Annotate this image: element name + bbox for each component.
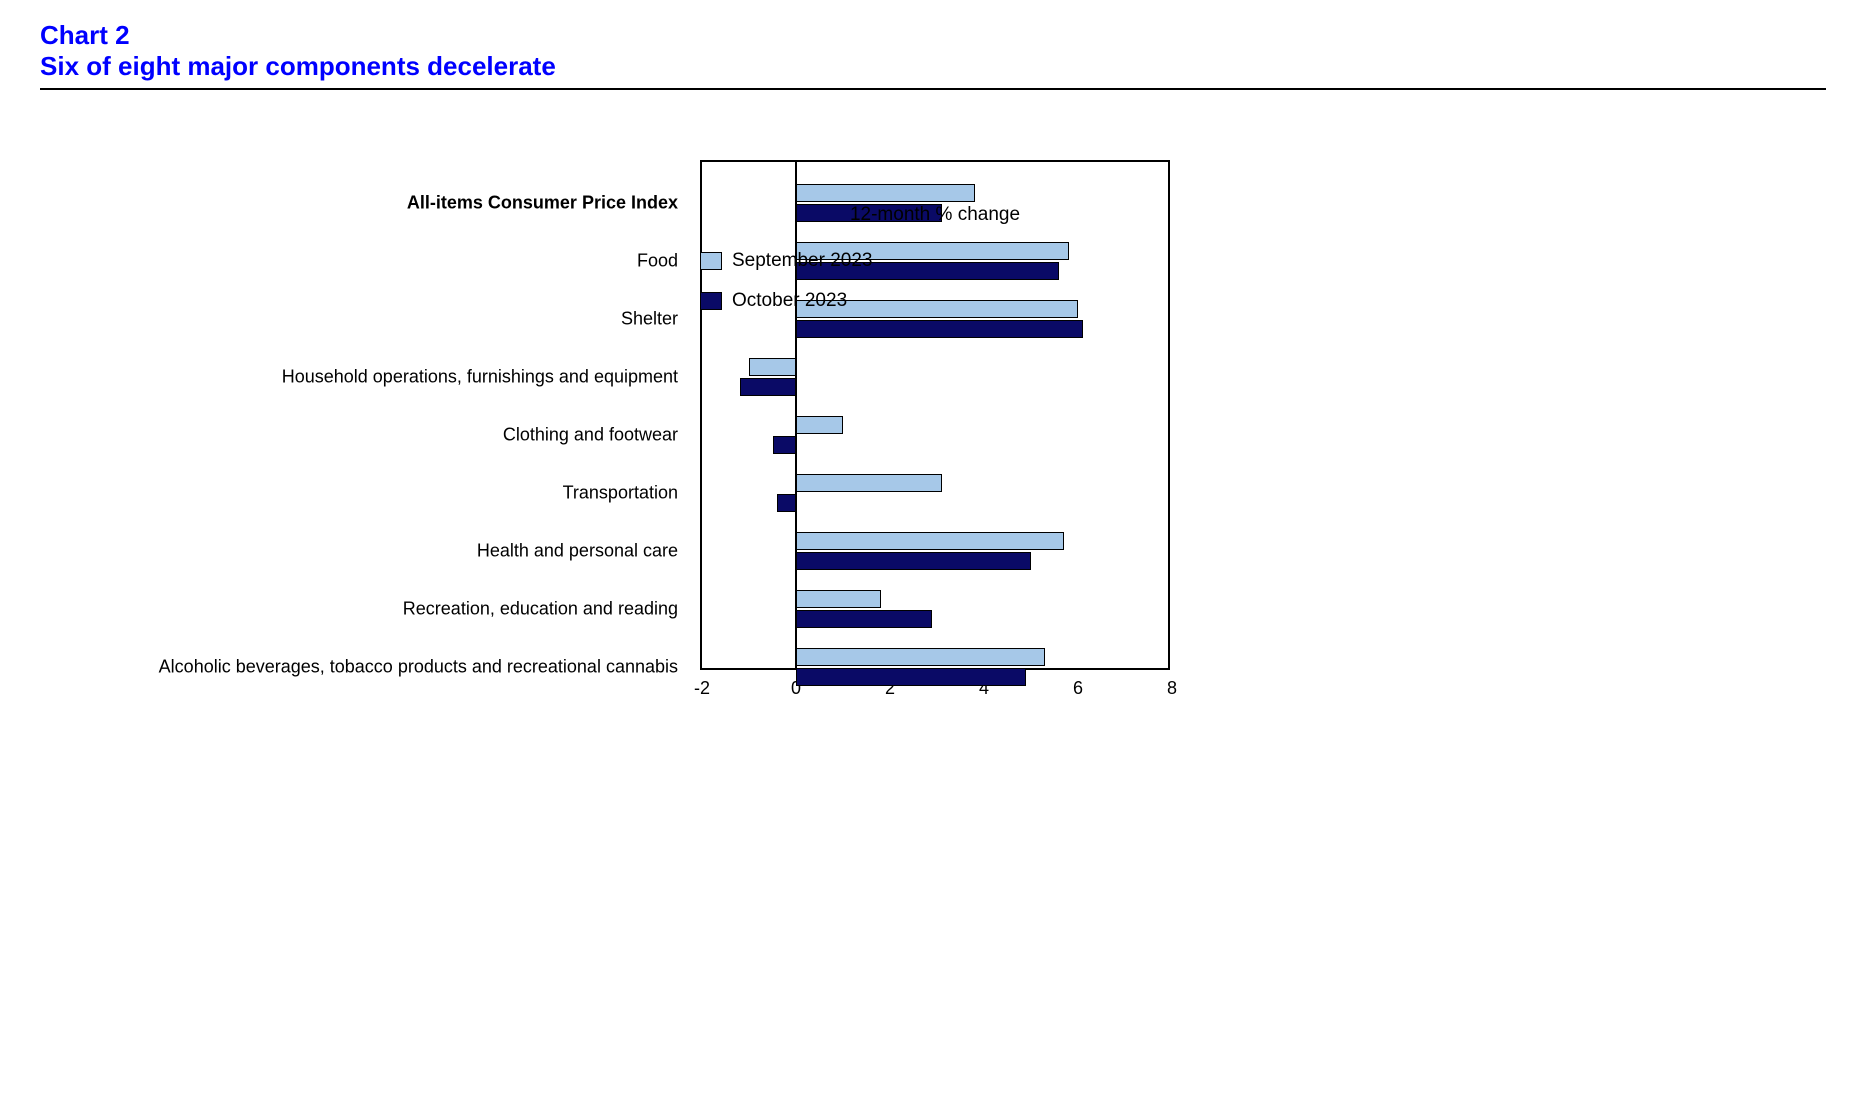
chart-title: Six of eight major components decelerate (40, 51, 1826, 82)
legend-swatch (700, 292, 722, 310)
bar-oct (796, 552, 1031, 570)
chart-number: Chart 2 (40, 20, 1826, 51)
bar-sep (796, 474, 942, 492)
category-label: Food (637, 251, 690, 272)
bar-sep (749, 358, 796, 376)
bar-sep (796, 184, 975, 202)
legend-label: September 2023 (732, 250, 873, 272)
legend-item: October 2023 (700, 290, 873, 312)
x-axis-title: 12-month % change (850, 204, 1020, 226)
header-rule (40, 88, 1826, 90)
bar-oct (777, 494, 796, 512)
bar-oct (740, 378, 796, 396)
x-tick-label: 6 (1073, 678, 1083, 699)
legend-label: October 2023 (732, 290, 847, 312)
category-label: Clothing and footwear (503, 425, 690, 446)
x-tick-label: -2 (694, 678, 710, 699)
bar-sep (796, 590, 881, 608)
category-label: Household operations, furnishings and eq… (282, 367, 690, 388)
bar-oct (773, 436, 797, 454)
legend: September 2023 October 2023 (700, 250, 873, 330)
category-label: Transportation (563, 483, 690, 504)
bar-sep (796, 648, 1045, 666)
x-tick-label: 8 (1167, 678, 1177, 699)
category-label: Health and personal care (477, 541, 690, 562)
page: Chart 2 Six of eight major components de… (0, 0, 1866, 1110)
bar-sep (796, 416, 843, 434)
legend-item: September 2023 (700, 250, 873, 272)
chart-header: Chart 2 Six of eight major components de… (40, 20, 1826, 90)
category-label: Recreation, education and reading (403, 599, 690, 620)
bar-oct (796, 668, 1026, 686)
category-label: Alcoholic beverages, tobacco products an… (159, 657, 690, 678)
legend-swatch (700, 252, 722, 270)
bar-oct (796, 610, 932, 628)
category-label: Shelter (621, 309, 690, 330)
plot-area: -202468All-items Consumer Price IndexFoo… (700, 160, 1170, 670)
bar-sep (796, 532, 1064, 550)
category-label: All-items Consumer Price Index (407, 193, 690, 214)
